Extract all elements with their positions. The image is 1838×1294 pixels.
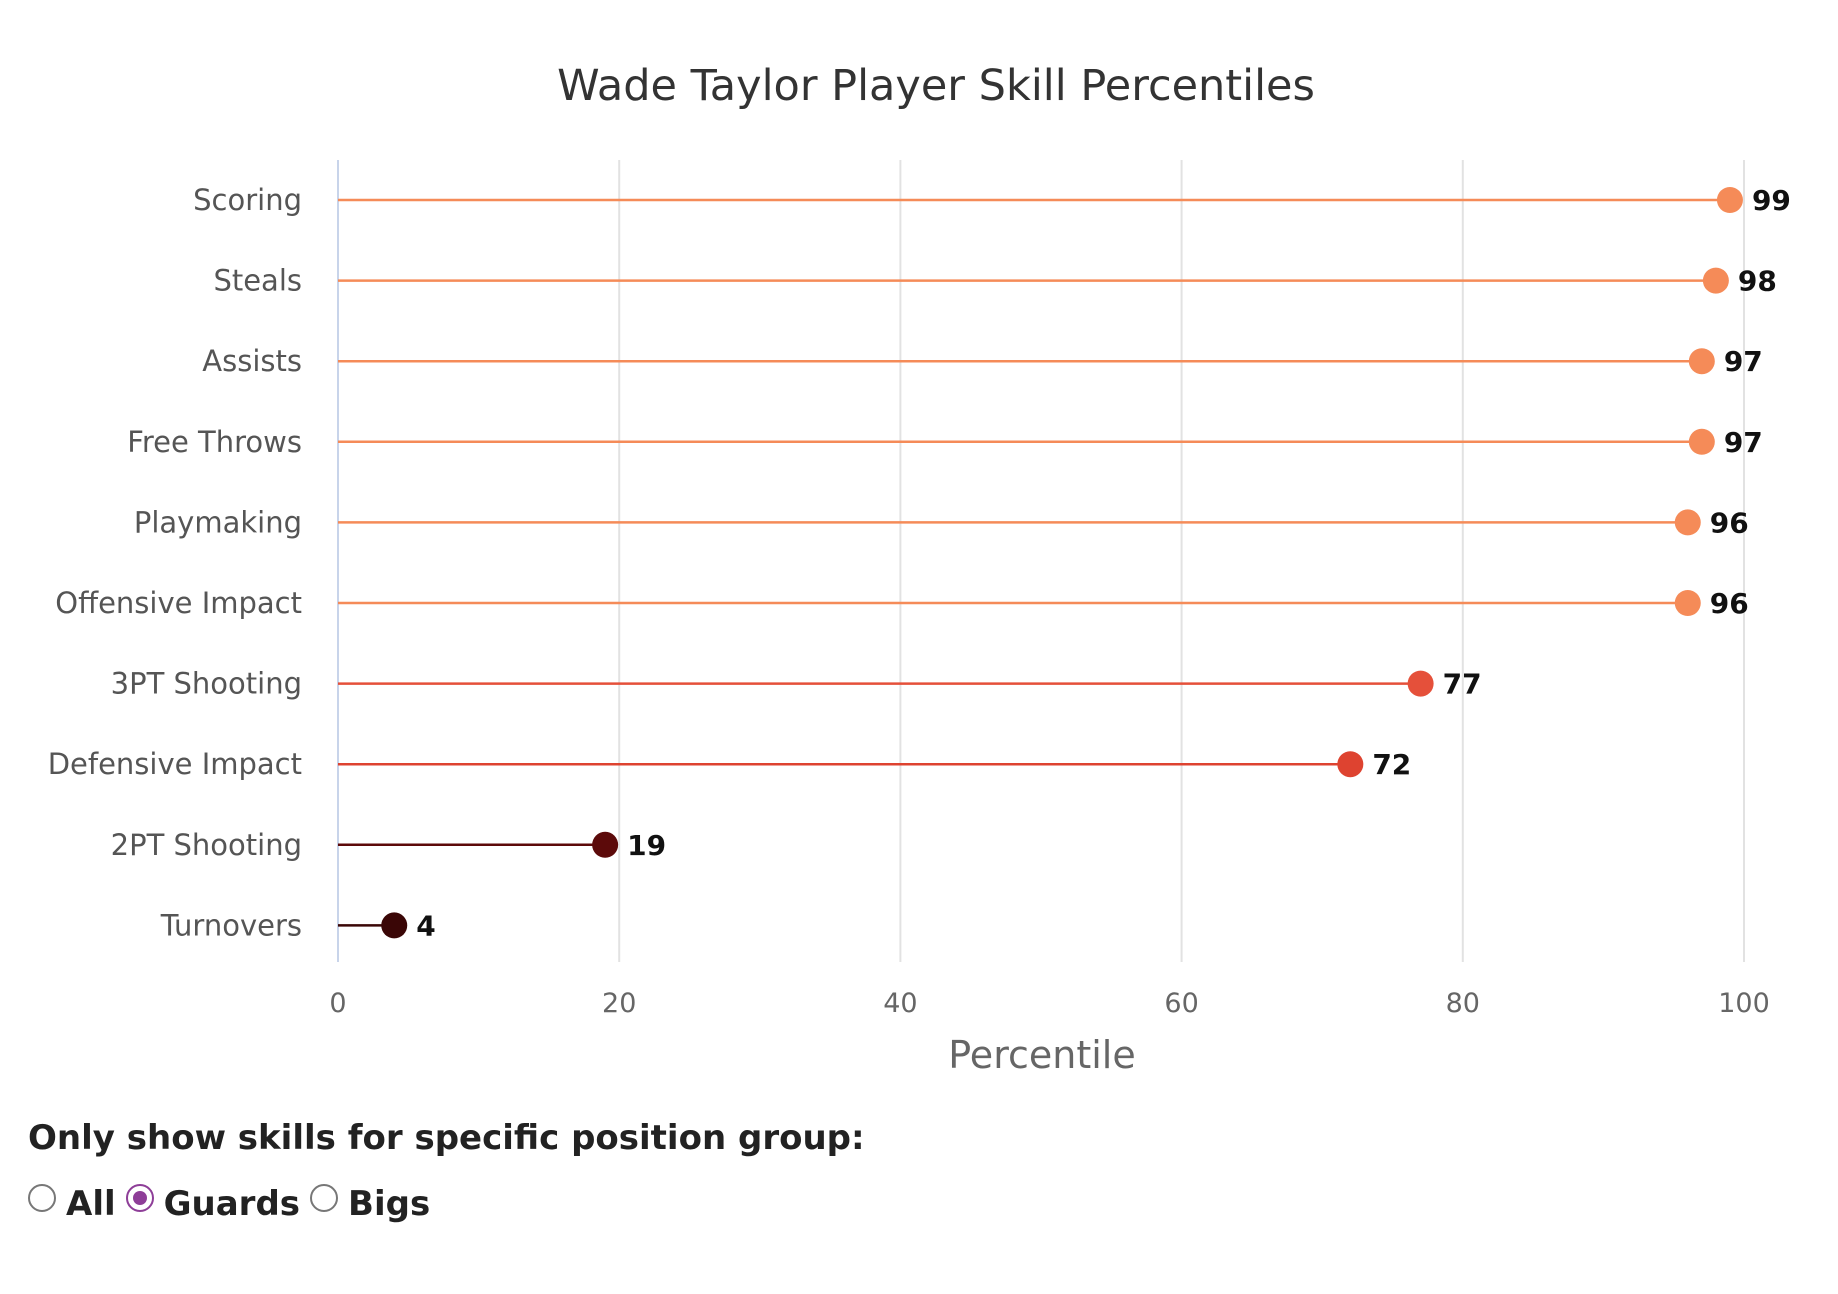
radio-button-all[interactable] (28, 1184, 56, 1212)
category-label-scoring: Scoring (193, 183, 302, 217)
value-label-assists: 97 (1724, 345, 1763, 378)
value-label-offensive-impact: 96 (1710, 587, 1749, 620)
radio-option-bigs[interactable]: Bigs (310, 1184, 430, 1224)
point-turnovers (381, 912, 408, 939)
value-label-playmaking: 96 (1710, 506, 1749, 539)
category-label-free-throws: Free Throws (127, 425, 302, 459)
radio-label-all[interactable]: All (66, 1184, 116, 1224)
value-label-3pt-shooting: 77 (1443, 668, 1482, 701)
category-label-steals: Steals (213, 264, 302, 298)
value-label-turnovers: 4 (416, 909, 435, 942)
position-filter: Only show skills for specific position g… (28, 1118, 865, 1224)
category-label-defensive-impact: Defensive Impact (48, 747, 302, 781)
x-axis-label: Percentile (948, 1033, 1135, 1077)
value-label-free-throws: 97 (1724, 426, 1763, 459)
x-axis-ticks: 0 20 40 60 80 100 (329, 988, 1769, 1019)
x-tick-label-80: 80 (1446, 988, 1480, 1019)
radio-option-all[interactable]: All (28, 1184, 116, 1224)
point-3pt-shooting (1407, 670, 1434, 697)
radio-button-guards[interactable] (125, 1184, 154, 1212)
value-label-steals: 98 (1738, 265, 1777, 298)
x-tick-label-40: 40 (883, 988, 917, 1019)
value-label-2pt-shooting: 19 (627, 829, 666, 862)
category-label-assists: Assists (202, 344, 302, 378)
x-tick-label-60: 60 (1164, 988, 1198, 1019)
category-label-3pt-shooting: 3PT Shooting (111, 667, 302, 701)
point-free-throws (1688, 428, 1715, 455)
point-defensive-impact (1337, 751, 1364, 778)
x-tick-label-0: 0 (329, 988, 346, 1019)
point-steals (1702, 267, 1729, 294)
point-playmaking (1674, 509, 1701, 536)
grid-lines (618, 160, 1745, 962)
category-label-2pt-shooting: 2PT Shooting (111, 828, 302, 862)
point-assists (1688, 348, 1715, 375)
x-tick-label-20: 20 (602, 988, 636, 1019)
radio-option-guards[interactable]: Guards (125, 1184, 301, 1224)
category-label-playmaking: Playmaking (134, 505, 302, 539)
chart-marks: 99 98 97 97 96 96 77 72 19 4 (338, 184, 1791, 942)
category-labels: Scoring Steals Assists Free Throws Playmakin… (48, 183, 302, 942)
point-2pt-shooting (592, 831, 619, 858)
category-label-turnovers: Turnovers (160, 908, 302, 942)
lollipop-chart: Wade Taylor Player Skill Percentiles 0 20… (48, 61, 1791, 1077)
position-filter-heading: Only show skills for specific position g… (28, 1118, 865, 1158)
point-offensive-impact (1674, 590, 1701, 616)
position-radio-group: All Guards Bigs (28, 1184, 865, 1224)
point-scoring (1716, 187, 1743, 213)
radio-label-bigs[interactable]: Bigs (348, 1184, 431, 1224)
radio-button-bigs[interactable] (310, 1184, 339, 1212)
value-label-scoring: 99 (1752, 184, 1791, 217)
x-tick-label-100: 100 (1718, 988, 1770, 1019)
value-label-defensive-impact: 72 (1372, 748, 1411, 781)
chart-title: Wade Taylor Player Skill Percentiles (557, 61, 1315, 111)
category-label-offensive-impact: Offensive Impact (55, 586, 302, 620)
radio-label-guards[interactable]: Guards (163, 1184, 301, 1224)
